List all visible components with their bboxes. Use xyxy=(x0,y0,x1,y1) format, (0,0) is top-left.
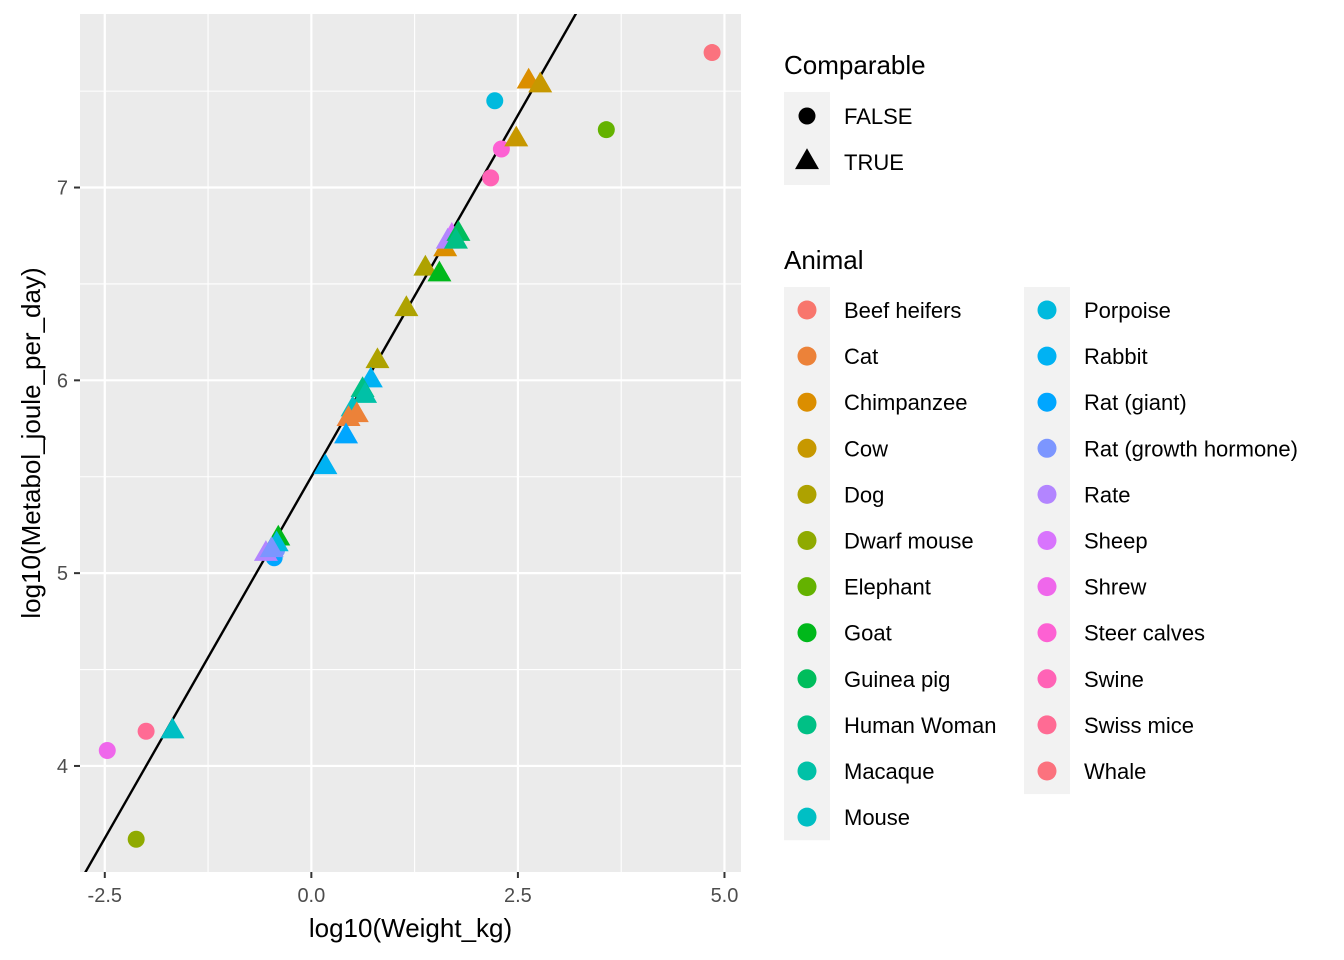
legend-key-swatch xyxy=(797,715,817,735)
data-point-circle xyxy=(486,92,504,110)
data-point-triangle xyxy=(365,347,390,369)
data-point-circle xyxy=(597,121,615,139)
legend-label: FALSE xyxy=(844,104,912,129)
legend-label: Dog xyxy=(844,482,884,507)
x-axis-title: log10(Weight_kg) xyxy=(309,913,512,943)
legend-label: Cat xyxy=(844,344,878,369)
legend-key-background xyxy=(784,287,830,841)
data-point-circle xyxy=(703,44,721,62)
y-tick-label: 4 xyxy=(57,756,68,778)
y-tick-label: 6 xyxy=(57,370,68,392)
data-point-triangle xyxy=(336,405,361,426)
legend-key-swatch xyxy=(1037,346,1057,366)
y-axis: 4 5 6 7 xyxy=(57,178,80,778)
data-point-triangle xyxy=(427,260,452,282)
legend-label: Cow xyxy=(844,436,888,461)
legend-label: Human Woman xyxy=(844,713,996,738)
legend-key-swatch xyxy=(797,346,817,366)
y-tick-label: 7 xyxy=(57,178,68,200)
data-point-triangle xyxy=(528,71,553,93)
minor-gridlines xyxy=(80,14,741,872)
data-point-circle xyxy=(127,830,145,848)
legend-key-swatch xyxy=(1037,623,1057,643)
legend-label: Rate xyxy=(1084,482,1130,507)
x-tick-label: 0.0 xyxy=(297,885,325,907)
legend-label: Swine xyxy=(1084,667,1144,692)
x-tick-label: -2.5 xyxy=(88,885,122,907)
data-point-triangle xyxy=(353,382,378,403)
legend-key-swatch xyxy=(797,484,817,504)
legend-key-swatch xyxy=(797,623,817,643)
data-point-triangle xyxy=(334,422,359,444)
legend-label: Swiss mice xyxy=(1084,713,1194,738)
legend-key-swatch xyxy=(1037,761,1057,781)
legend-key-swatch xyxy=(797,807,817,827)
data-point-triangle xyxy=(413,254,438,276)
legend-label: TRUE xyxy=(844,150,904,175)
legend-key-swatch xyxy=(1037,392,1057,412)
legend-label: Goat xyxy=(844,621,892,646)
legend-label: Shrew xyxy=(1084,575,1146,600)
legend-label: Chimpanzee xyxy=(844,390,968,415)
legend-label: Rat (giant) xyxy=(1084,390,1187,415)
legend-key-swatch xyxy=(1037,715,1057,735)
data-point-circle xyxy=(98,742,116,760)
legend-key-swatch xyxy=(797,577,817,597)
legend-key-swatch xyxy=(797,761,817,781)
legend-label: Guinea pig xyxy=(844,667,950,692)
data-point-triangle xyxy=(160,717,185,739)
y-tick-label: 5 xyxy=(57,563,68,585)
legend-label: Elephant xyxy=(844,575,931,600)
legend-key-swatch xyxy=(797,438,817,458)
legend-key-swatch xyxy=(1037,577,1057,597)
legend-comparable: Comparable FALSE TRUE xyxy=(784,50,926,185)
legend-label: Sheep xyxy=(1084,529,1148,554)
legend-key-circle xyxy=(798,107,816,125)
legend-label: Porpoise xyxy=(1084,298,1171,323)
legend-key-swatch xyxy=(797,392,817,412)
data-point-triangle xyxy=(443,227,468,249)
data-point-circle xyxy=(137,722,155,740)
legend-label: Mouse xyxy=(844,805,910,830)
x-tick-label: 5.0 xyxy=(711,885,739,907)
legend-key-swatch xyxy=(797,531,817,550)
legend-label: Beef heifers xyxy=(844,298,961,323)
legend-label: Rabbit xyxy=(1084,344,1148,369)
data-point-circle xyxy=(482,169,500,187)
data-point-triangle xyxy=(259,536,284,558)
legend-label: Macaque xyxy=(844,759,935,784)
y-axis-title: log10(Metabol_joule_per_day) xyxy=(16,267,46,618)
legend-key-swatch xyxy=(1037,531,1057,550)
data-point-triangle xyxy=(313,453,338,475)
data-point-triangle xyxy=(394,295,419,317)
legend-key-swatch xyxy=(1037,300,1057,320)
data-points xyxy=(98,44,721,848)
x-axis: -2.5 0.0 2.5 5.0 xyxy=(88,872,739,907)
legend-key-background xyxy=(784,92,830,185)
legend-label: Whale xyxy=(1084,759,1146,784)
major-gridlines xyxy=(80,14,741,872)
legend-key-swatch xyxy=(797,300,817,320)
legend-label: Rat (growth hormone) xyxy=(1084,436,1298,461)
x-tick-label: 2.5 xyxy=(504,885,532,907)
legend-label: Steer calves xyxy=(1084,621,1205,646)
legend-key-swatch xyxy=(1037,669,1057,689)
plot-panel xyxy=(80,14,741,872)
legend-label: Dwarf mouse xyxy=(844,529,974,554)
legend-comparable-title: Comparable xyxy=(784,50,926,80)
legend-key-swatch xyxy=(1037,484,1057,504)
data-point-triangle xyxy=(504,125,529,147)
legend-animal: Animal Beef heifers Cat Chimpanzee Cow Dog Dw… xyxy=(784,245,1298,841)
legend-key-swatch xyxy=(797,669,817,689)
legend-key-swatch xyxy=(1037,438,1057,458)
legend-key-triangle xyxy=(795,148,819,170)
legend-animal-title: Animal xyxy=(784,245,863,275)
